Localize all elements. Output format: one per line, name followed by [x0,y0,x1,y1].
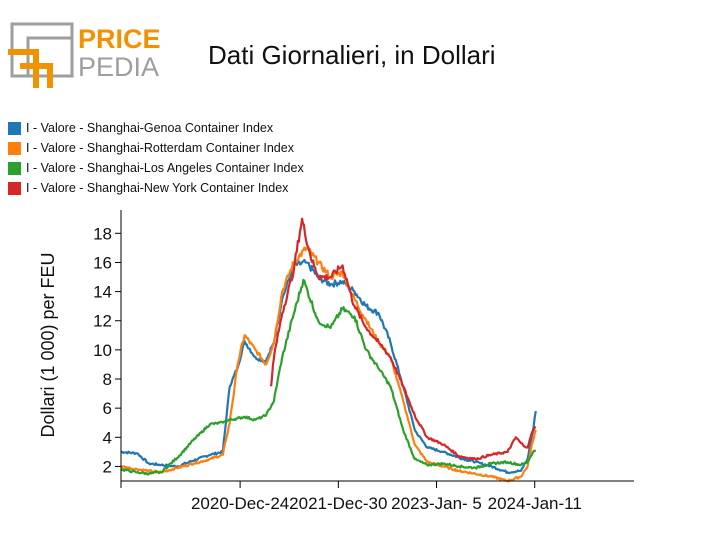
y-axis-label: Dollari (1 000) per FEU [38,252,58,437]
y-tick-label: 6 [103,399,112,418]
logo-word-bottom: PEDIA [78,52,159,82]
legend-swatch-new-york [8,181,21,195]
logo-mark-icon: PRICE PEDIA [8,22,161,88]
legend-label-rotterdam: I - Valore - Shanghai-Rotterdam Containe… [26,141,294,155]
y-tick-label: 18 [93,224,112,243]
legend-swatch-genoa [8,121,21,135]
legend-item-rotterdam: I - Valore - Shanghai-Rotterdam Containe… [8,138,304,158]
series-layer [120,217,537,483]
x-tick-label: 2024-Jan-11 [488,494,582,513]
legend-swatch-los-angeles [8,161,21,175]
series-line-0 [120,258,537,475]
series-line-2 [120,278,537,476]
legend-item-los-angeles: I - Valore - Shanghai-Los Angeles Contai… [8,158,304,178]
legend-swatch-rotterdam [8,141,21,155]
x-tick-label: 2023-Jan- 5 [391,494,482,513]
x-tick-label: 2021-Dec-30 [289,494,387,513]
y-tick-label: 8 [103,370,112,389]
x-ticks: 2020-Dec-24 2021-Dec-30 2023-Jan- 5 2024-Ja… [120,481,582,513]
legend-label-new-york: I - Valore - Shanghai-New York Container… [26,181,289,195]
y-tick-label: 14 [93,283,112,302]
pricepedia-logo: PRICE PEDIA [8,22,168,94]
legend-item-new-york: I - Valore - Shanghai-New York Container… [8,178,304,198]
logo-word-top: PRICE [78,24,161,54]
y-tick-label: 16 [93,253,112,272]
y-tick-label: 12 [93,312,112,331]
series-line-1 [120,246,537,483]
x-tick-label: 2020-Dec-24 [191,494,289,513]
y-tick-label: 4 [103,428,112,447]
legend-label-los-angeles: I - Valore - Shanghai-Los Angeles Contai… [26,161,304,175]
chart-title: Dati Giornalieri, in Dollari [208,40,496,70]
legend-label-genoa: I - Valore - Shanghai-Genoa Container In… [26,121,274,135]
y-ticks: 2 4 6 8 10 12 14 16 18 [93,224,121,476]
legend: I - Valore - Shanghai-Genoa Container In… [8,118,304,198]
series-line-3 [270,217,537,461]
y-tick-label: 2 [103,457,112,476]
y-tick-label: 10 [93,341,112,360]
legend-item-genoa: I - Valore - Shanghai-Genoa Container In… [8,118,304,138]
